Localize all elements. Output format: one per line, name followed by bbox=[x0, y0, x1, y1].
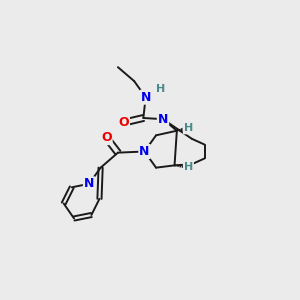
Text: N: N bbox=[140, 91, 151, 104]
Text: H: H bbox=[156, 84, 165, 94]
Text: H: H bbox=[184, 123, 193, 134]
Text: N: N bbox=[84, 177, 94, 190]
Text: N: N bbox=[158, 113, 168, 126]
Text: O: O bbox=[118, 116, 129, 129]
Text: H: H bbox=[184, 161, 193, 172]
Text: N: N bbox=[139, 145, 150, 158]
Text: O: O bbox=[101, 131, 112, 144]
